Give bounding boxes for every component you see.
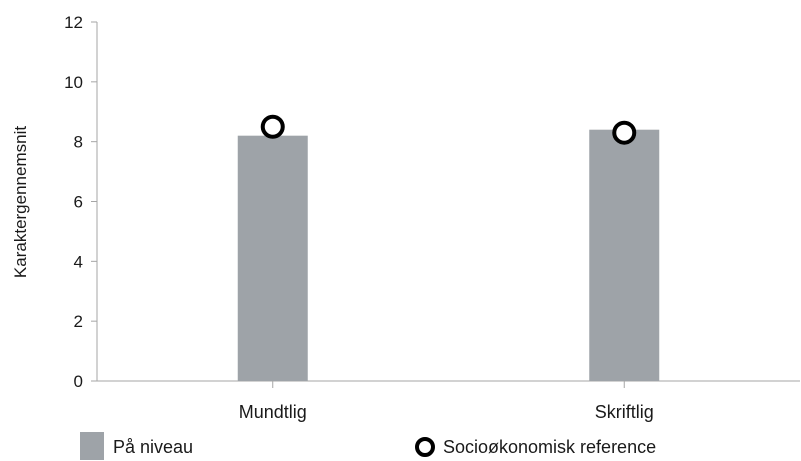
bar	[237, 135, 308, 381]
legend-label-marker: Socioøkonomisk reference	[443, 437, 656, 457]
reference-marker	[260, 114, 285, 139]
bars	[237, 129, 660, 381]
reference-markers	[260, 114, 637, 145]
legend: På niveau Socioøkonomisk reference	[80, 432, 656, 460]
x-category-label: Mundtlig	[239, 402, 307, 422]
y-tick-label: 10	[64, 73, 83, 92]
y-tick-label: 8	[74, 133, 83, 152]
y-axis-ticks: 0 2 4 6 8 10 12	[64, 13, 97, 391]
x-axis-categories: Mundtlig Skriftlig	[239, 381, 654, 422]
y-tick-label: 12	[64, 13, 83, 32]
y-tick-label: 0	[74, 372, 83, 391]
y-tick-label: 4	[74, 252, 83, 271]
y-tick-label: 2	[74, 312, 83, 331]
legend-swatch-marker	[415, 437, 435, 457]
bar	[589, 129, 660, 381]
y-tick-label: 6	[74, 193, 83, 212]
legend-swatch-bar	[80, 432, 104, 460]
y-axis-title: Karaktergennemsnit	[11, 126, 30, 278]
x-category-label: Skriftlig	[595, 402, 654, 422]
reference-marker	[612, 120, 637, 145]
legend-label-bar: På niveau	[113, 437, 193, 457]
